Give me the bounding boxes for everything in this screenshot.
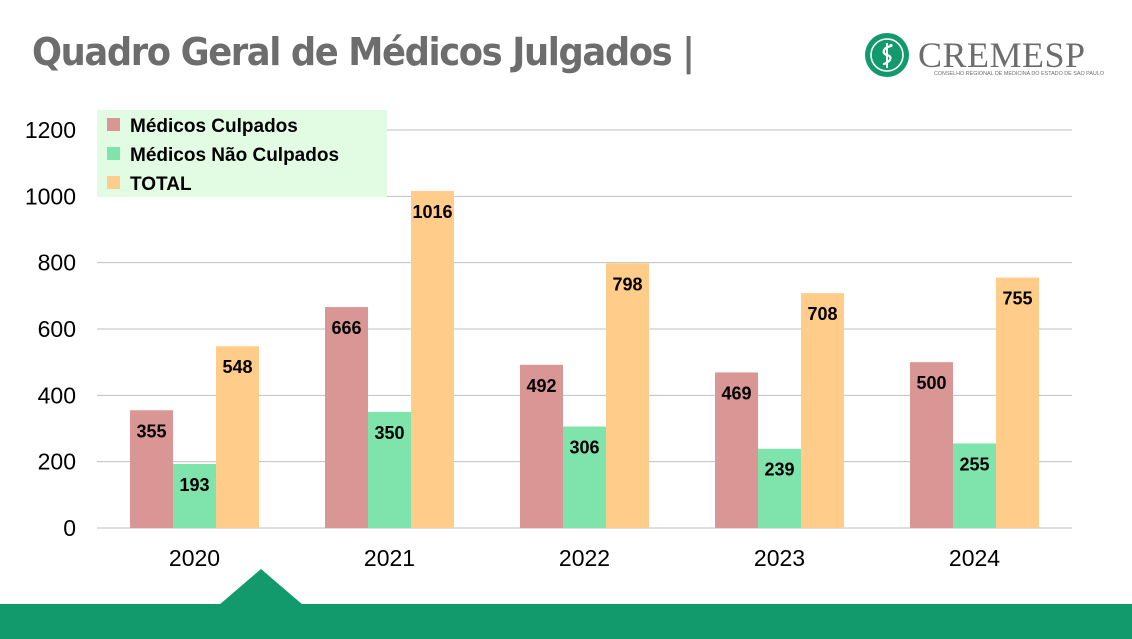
data-label: 355 xyxy=(136,421,166,441)
bar-chart: 0 200 400 600 800 1000 1200 355 193 548 666 350 101… xyxy=(25,110,1072,571)
bar xyxy=(411,191,454,528)
bar xyxy=(130,410,173,528)
y-tick-label: 400 xyxy=(38,382,76,408)
bar xyxy=(173,463,216,528)
x-tick-label: 2022 xyxy=(559,545,610,571)
y-tick-label: 600 xyxy=(38,316,76,342)
y-tick-label: 200 xyxy=(38,449,76,475)
y-axis-ticks: 0 200 400 600 800 1000 1200 xyxy=(25,117,76,541)
y-tick-label: 1200 xyxy=(25,117,76,143)
data-label: 666 xyxy=(331,318,361,338)
legend-swatch xyxy=(107,118,120,131)
bar xyxy=(606,263,649,528)
data-labels: 355 193 548 666 350 1016 492 306 798 469 239 708 500… xyxy=(136,202,1032,495)
data-label: 548 xyxy=(222,357,252,377)
brand-name: CREMESP xyxy=(918,35,1086,75)
y-tick-label: 800 xyxy=(38,250,76,276)
y-tick-label: 1000 xyxy=(25,183,76,209)
data-label: 469 xyxy=(721,383,751,403)
x-tick-label: 2024 xyxy=(949,545,1000,571)
data-label: 350 xyxy=(374,423,404,443)
footer-pointer xyxy=(219,569,303,605)
bar xyxy=(563,426,606,528)
x-tick-label: 2021 xyxy=(364,545,415,571)
bar xyxy=(910,362,953,528)
data-label: 306 xyxy=(569,438,599,458)
data-label: 193 xyxy=(179,475,209,495)
legend: Médicos Culpados Médicos Não Culpados TOTA… xyxy=(97,110,387,197)
legend-entry: TOTAL xyxy=(130,174,192,195)
bar xyxy=(520,364,563,528)
data-label: 500 xyxy=(916,373,946,393)
data-label: 255 xyxy=(959,454,989,474)
data-label: 708 xyxy=(807,304,837,324)
x-axis-ticks: 2020 2021 2022 2023 2024 xyxy=(169,545,1000,571)
data-label: 755 xyxy=(1002,289,1032,309)
page-title: Quadro Geral de Médicos Julgados | xyxy=(32,30,695,74)
cremesp-logo: CREMESP CONSELHO REGIONAL DE MEDICINA DO… xyxy=(862,30,1112,82)
legend-entry: Médicos Culpados xyxy=(130,116,298,137)
data-label: 798 xyxy=(612,274,642,294)
legend-background xyxy=(97,110,387,197)
bar xyxy=(801,293,844,528)
bar xyxy=(758,448,801,528)
data-label: 1016 xyxy=(412,202,452,222)
bars xyxy=(130,191,1039,528)
data-label: 492 xyxy=(526,376,556,396)
bar xyxy=(216,346,259,528)
footer-bar xyxy=(0,604,1132,639)
legend-swatch xyxy=(107,176,120,189)
bar xyxy=(953,443,996,528)
legend-swatch xyxy=(107,147,120,160)
bar xyxy=(325,307,368,528)
x-tick-label: 2020 xyxy=(169,545,220,571)
data-label: 239 xyxy=(764,460,794,480)
y-tick-label: 0 xyxy=(63,515,76,541)
bar xyxy=(715,372,758,528)
brand-subtitle: CONSELHO REGIONAL DE MEDICINA DO ESTADO … xyxy=(933,71,1105,77)
x-tick-label: 2023 xyxy=(754,545,805,571)
bar xyxy=(368,411,411,528)
bar xyxy=(996,277,1039,528)
legend-entry: Médicos Não Culpados xyxy=(130,145,339,166)
caduceus-icon xyxy=(865,33,909,77)
